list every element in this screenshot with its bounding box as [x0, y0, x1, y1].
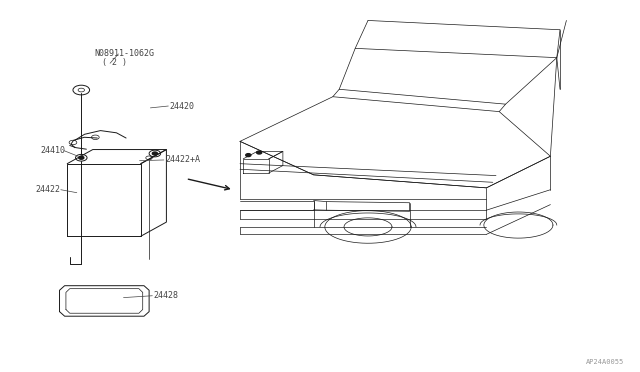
- Text: 24422: 24422: [35, 185, 60, 194]
- Circle shape: [79, 156, 84, 159]
- Circle shape: [246, 154, 251, 157]
- Text: AP24A0055: AP24A0055: [586, 359, 624, 365]
- Text: ( 2 ): ( 2 ): [102, 58, 127, 67]
- Text: 24420: 24420: [170, 102, 195, 110]
- Circle shape: [257, 151, 262, 154]
- Text: N08911-1062G: N08911-1062G: [95, 49, 155, 58]
- Circle shape: [152, 152, 157, 155]
- Text: 24428: 24428: [154, 291, 179, 300]
- Text: 24410: 24410: [40, 146, 65, 155]
- Text: 24422+A: 24422+A: [165, 155, 200, 164]
